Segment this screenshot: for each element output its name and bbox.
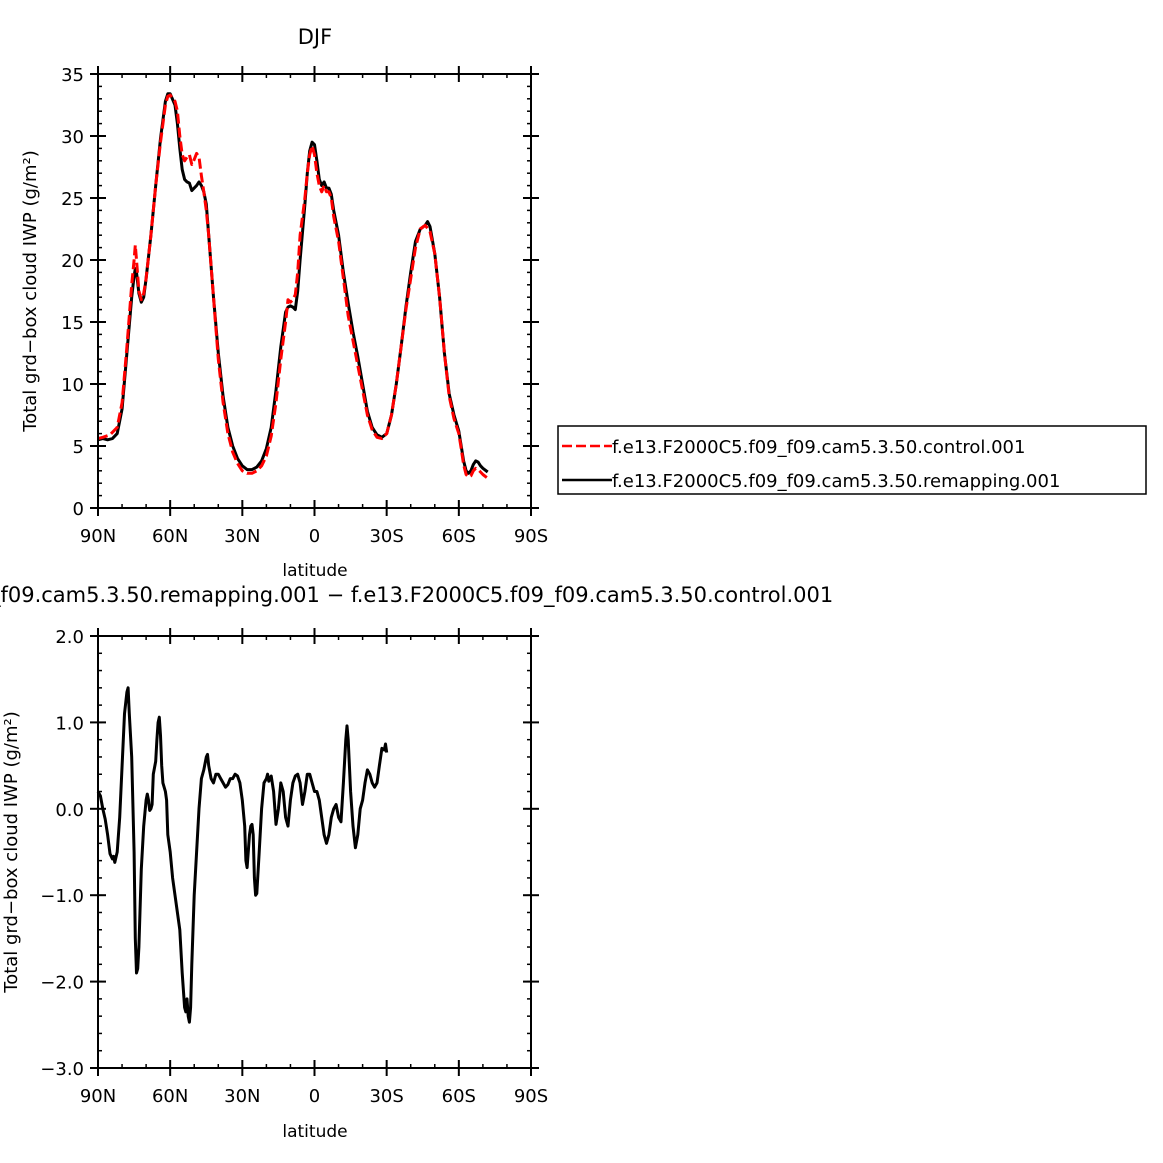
y-tick-label: 0 [73, 499, 84, 520]
bottom-y-label-clip: Total grd−box cloud IWP (g/m²) [1, 711, 22, 993]
top-series-line-1 [97, 92, 489, 475]
x-tick-label: 60N [152, 526, 188, 547]
y-tick-label: 0.0 [55, 800, 84, 821]
top-series-lines [97, 92, 489, 480]
x-tick-label: 30S [369, 1086, 403, 1107]
y-tick-label: 2.0 [55, 627, 84, 648]
x-tick-label: 90S [514, 1086, 548, 1107]
bottom-series-lines [96, 686, 389, 1024]
y-tick-label: 20 [61, 251, 84, 272]
x-tick-label: 0 [309, 1086, 320, 1107]
bottom-axis-ticks [90, 628, 539, 1076]
top-series-line-0 [97, 93, 489, 480]
y-tick-label: −3.0 [40, 1059, 84, 1080]
top-y-axis-label: Total grd−box cloud IWP (g/m²) [20, 150, 41, 432]
y-tick-label: 35 [61, 65, 84, 86]
x-tick-label: 60N [152, 1086, 188, 1107]
y-tick-label: 10 [61, 375, 84, 396]
top-x-axis-label: latitude [282, 561, 347, 581]
bottom-plot-frame [97, 635, 532, 1069]
x-tick-label: 90N [80, 526, 116, 547]
bottom-y-tick-labels: −3.0 −2.0 −1.0 0.0 1.0 2.0 [40, 627, 84, 1080]
y-tick-label: 1.0 [55, 713, 84, 734]
top-y-tick-labels: 0 5 10 15 20 25 30 35 [61, 65, 84, 520]
x-tick-label: 30N [224, 526, 260, 547]
top-plot-frame [97, 73, 532, 509]
x-tick-label: 90N [80, 1086, 116, 1107]
bottom-chart-title: f.e13.F2000C5.f09_f09.cam5.3.50.remappin… [0, 583, 833, 608]
top-axis-ticks [90, 66, 539, 516]
x-tick-label: 0 [309, 526, 320, 547]
top-panel: DJF 0 5 10 15 20 25 30 35 90N 60N 30N 0 30S 60S 90S l… [20, 25, 1147, 581]
y-tick-label: 15 [61, 313, 84, 334]
x-tick-label: 60S [442, 1086, 476, 1107]
x-tick-label: 30N [224, 1086, 260, 1107]
x-tick-label: 60S [442, 526, 476, 547]
legend-box [557, 425, 1147, 495]
bottom-x-tick-labels: 90N 60N 30N 0 30S 60S 90S [80, 1086, 548, 1107]
top-x-tick-labels: 90N 60N 30N 0 30S 60S 90S [80, 526, 548, 547]
bottom-panel: f.e13.F2000C5.f09_f09.cam5.3.50.remappin… [0, 583, 833, 1142]
bottom-x-axis-label: latitude [282, 1122, 347, 1142]
y-tick-label: −2.0 [40, 973, 84, 994]
bottom-title-clip: f.e13.F2000C5.f09_f09.cam5.3.50.remappin… [0, 583, 833, 608]
top-chart-title: DJF [298, 25, 332, 49]
legend-label-remapping: f.e13.F2000C5.f09_f09.cam5.3.50.remappin… [612, 471, 1060, 492]
y-tick-label: 5 [73, 437, 84, 458]
bottom-y-axis-label: Total grd−box cloud IWP (g/m²) [1, 711, 22, 993]
y-tick-label: 25 [61, 189, 84, 210]
x-tick-label: 30S [369, 526, 403, 547]
legend: f.e13.F2000C5.f09_f09.cam5.3.50.control.… [557, 425, 1147, 495]
y-tick-label: −1.0 [40, 886, 84, 907]
x-tick-label: 90S [514, 526, 548, 547]
bottom-series-line-0 [96, 686, 389, 1024]
y-tick-label: 30 [61, 127, 84, 148]
legend-label-control: f.e13.F2000C5.f09_f09.cam5.3.50.control.… [612, 437, 1025, 458]
